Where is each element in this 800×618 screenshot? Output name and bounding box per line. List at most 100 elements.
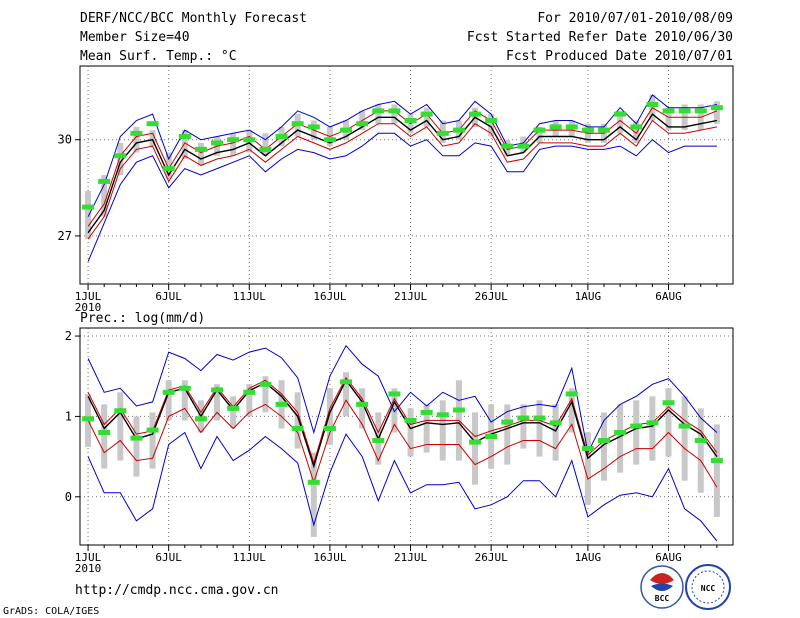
- spread-bar: [359, 388, 366, 429]
- x-tick-label: 6JUL: [155, 290, 182, 303]
- x-tick-label: 6AUG: [655, 551, 682, 564]
- x-tick-label: 6JUL: [155, 551, 182, 564]
- spread-bar: [391, 104, 398, 124]
- spread-bar: [665, 388, 672, 457]
- observed-marker: [114, 408, 127, 414]
- observed-marker: [162, 389, 175, 395]
- chart-title: DERF/NCC/BCC Monthly Forecast: [80, 11, 307, 26]
- observed-marker: [501, 419, 514, 425]
- spread-bar: [181, 380, 188, 421]
- x-tick-label: 26JUL: [475, 290, 508, 303]
- observed-marker: [372, 108, 385, 114]
- spread-bar: [101, 404, 108, 469]
- observed-marker: [130, 435, 143, 441]
- observed-marker: [517, 143, 530, 149]
- observed-marker: [565, 391, 578, 397]
- observed-marker: [404, 417, 417, 423]
- ncc-logo: NCC: [685, 564, 731, 610]
- x-tick-label: 26JUL: [475, 551, 508, 564]
- spread-bar: [601, 412, 608, 481]
- observed-marker: [130, 130, 143, 136]
- observed-marker: [501, 143, 514, 149]
- spread-bar: [617, 110, 624, 134]
- observed-marker: [291, 425, 304, 431]
- ncc-logo-text: NCC: [701, 584, 716, 593]
- spread-bar: [568, 388, 575, 433]
- spread-bar: [504, 404, 511, 465]
- x-tick-label: 1JUL: [75, 551, 102, 564]
- spread-bar: [633, 400, 640, 465]
- observed-marker: [82, 416, 95, 422]
- observed-marker: [533, 415, 546, 421]
- spread-bar: [681, 396, 688, 481]
- series-min-line: [87, 132, 717, 262]
- spread-bar: [181, 130, 188, 159]
- spread-bar: [101, 175, 108, 217]
- observed-marker: [549, 420, 562, 426]
- observed-marker: [630, 423, 643, 429]
- observed-marker: [452, 407, 465, 413]
- observed-marker: [98, 429, 111, 435]
- observed-marker: [630, 124, 643, 130]
- spread-bar: [133, 126, 140, 153]
- precip-panel-title: Prec.: log(mm/d): [80, 311, 205, 326]
- member-size: Member Size=40: [80, 30, 190, 45]
- observed-marker: [420, 409, 433, 415]
- spread-bar: [391, 388, 398, 433]
- x-tick-label: 1AUG: [575, 290, 602, 303]
- observed-marker: [243, 389, 256, 395]
- observed-marker: [581, 127, 594, 133]
- spread-bar: [407, 408, 414, 457]
- spread-bar: [149, 412, 156, 469]
- spread-bar: [262, 133, 269, 156]
- observed-marker: [178, 134, 191, 140]
- spread-bar: [165, 152, 172, 179]
- observed-marker: [517, 415, 530, 421]
- observed-marker: [259, 381, 272, 387]
- observed-marker: [98, 178, 111, 184]
- observed-marker: [662, 108, 675, 114]
- observed-marker: [436, 130, 449, 136]
- observed-marker: [436, 412, 449, 418]
- y-tick-label: 1: [65, 409, 72, 423]
- spread-bar: [439, 400, 446, 461]
- observed-marker: [211, 140, 224, 146]
- observed-marker: [291, 121, 304, 127]
- spread-bar: [133, 416, 140, 477]
- observed-marker: [614, 429, 627, 435]
- spread-bar: [713, 101, 720, 124]
- grads-credit: GrADS: COLA/IGES: [3, 606, 99, 617]
- x-tick-label: 6AUG: [655, 290, 682, 303]
- observed-marker: [178, 385, 191, 391]
- observed-marker: [114, 153, 127, 159]
- x-tick-label: 21JUL: [394, 551, 427, 564]
- x-tick-label: 16JUL: [313, 290, 346, 303]
- spread-bar: [697, 408, 704, 493]
- variable-label: Mean Surf. Temp.: °C: [80, 49, 237, 64]
- spread-bar: [165, 380, 172, 421]
- spread-bar: [713, 424, 720, 517]
- x-tick-label: 21JUL: [394, 290, 427, 303]
- spread-bar: [649, 396, 656, 461]
- observed-marker: [227, 405, 240, 411]
- x-tick-label: 11JUL: [233, 551, 266, 564]
- y-tick-label: 27: [58, 229, 72, 243]
- x-year-label: 2010: [75, 562, 102, 575]
- observed-marker: [678, 423, 691, 429]
- observed-marker: [243, 137, 256, 143]
- observed-marker: [420, 111, 433, 117]
- observed-marker: [581, 446, 594, 452]
- spread-bar: [343, 372, 350, 417]
- observed-marker: [275, 401, 288, 407]
- spread-bar: [423, 404, 430, 453]
- observed-marker: [598, 438, 611, 444]
- observed-marker: [598, 127, 611, 133]
- spread-bar: [294, 392, 301, 449]
- y-tick-label: 2: [65, 329, 72, 343]
- spread-bar: [197, 142, 204, 166]
- spread-bar: [375, 104, 382, 124]
- observed-marker: [307, 124, 320, 130]
- observed-marker: [211, 387, 224, 393]
- observed-marker: [259, 146, 272, 152]
